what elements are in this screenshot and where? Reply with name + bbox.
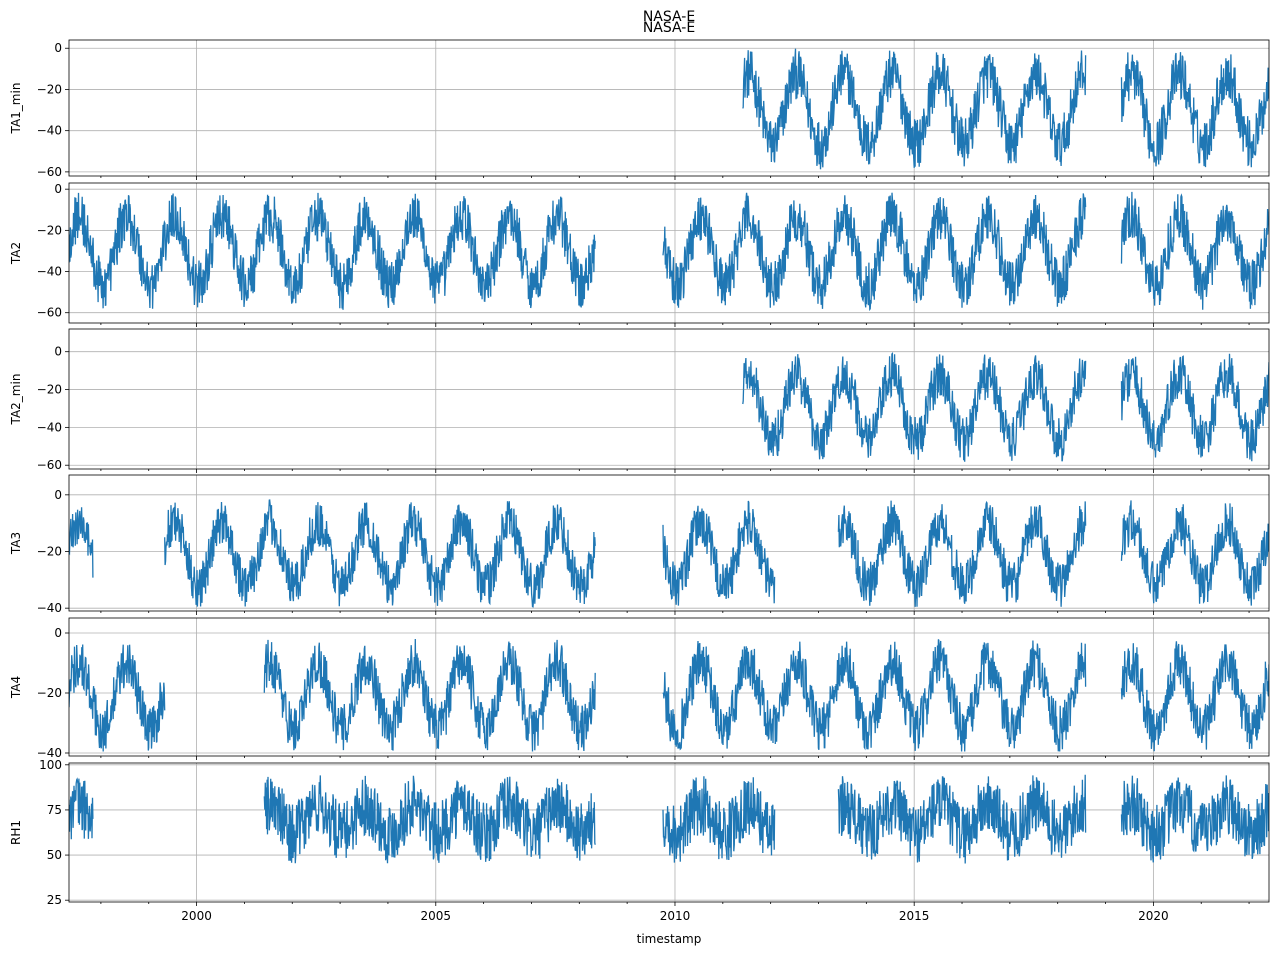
y-tick-label: −20 xyxy=(37,545,62,559)
axes-frame xyxy=(68,762,1270,903)
series-line-ta3 xyxy=(662,500,776,606)
x-tick-label: 2010 xyxy=(660,909,691,923)
y-tick-label: −40 xyxy=(37,265,62,279)
y-axis-label: TA2_min xyxy=(9,374,23,426)
axes-frame xyxy=(68,617,1270,757)
y-tick-label: −40 xyxy=(37,601,62,615)
series-line-rh1 xyxy=(69,777,94,840)
axes-frame xyxy=(68,39,1270,177)
series-line-ta4 xyxy=(69,644,166,752)
y-tick-label: −40 xyxy=(37,746,62,760)
subplot-ta3: 0 −20 −40 TA3 xyxy=(9,474,1270,615)
series-line-ta4 xyxy=(1120,641,1269,752)
series-line-rh1 xyxy=(263,775,596,864)
y-tick-label: −60 xyxy=(37,458,62,472)
x-tick-label: 2015 xyxy=(899,909,930,923)
y-tick-label: 0 xyxy=(54,41,62,55)
series-line-ta2-min xyxy=(1120,353,1269,462)
axes-frame xyxy=(68,182,1270,324)
y-axis-label: RH1 xyxy=(9,820,23,845)
series-line-ta1-min xyxy=(742,48,1087,170)
x-tick-label: 2005 xyxy=(421,909,452,923)
subplot-ta1-min: 0 −20 −40 −60 TA1_min xyxy=(9,39,1270,180)
figure-title: NASA-E xyxy=(643,20,695,36)
series-line-ta2-min xyxy=(742,351,1087,462)
y-tick-label: −40 xyxy=(37,420,62,434)
y-axis-label: TA2 xyxy=(9,242,23,265)
axes-frame xyxy=(68,474,1270,612)
subplot-ta2-min: 0 −20 −40 −60 TA2_min xyxy=(9,328,1270,473)
x-tick-label: 2000 xyxy=(181,909,212,923)
y-tick-label: −40 xyxy=(37,124,62,138)
y-tick-label: −60 xyxy=(37,306,62,320)
y-tick-label: 25 xyxy=(47,893,62,907)
series-line-ta2 xyxy=(69,192,596,310)
y-tick-label: −20 xyxy=(37,82,62,96)
x-axis: 2000 2005 2010 2015 2020 xyxy=(181,909,1168,923)
subplot-rh1: 100 75 50 25 RH1 xyxy=(9,758,1270,907)
series-line-ta4 xyxy=(662,639,1087,752)
series-line-ta3 xyxy=(837,500,1087,607)
y-tick-label: 100 xyxy=(39,758,62,772)
axes-frame xyxy=(68,328,1270,470)
subplot-ta2: 0 −20 −40 −60 TA2 xyxy=(9,182,1270,327)
y-tick-label: 0 xyxy=(54,182,62,196)
y-axis-label: TA4 xyxy=(9,676,23,699)
series-line-ta3 xyxy=(1120,500,1269,606)
series-line-ta3 xyxy=(164,499,596,608)
series-line-ta4 xyxy=(263,638,596,752)
subplot-ta4: 0 −20 −40 TA4 xyxy=(9,617,1270,760)
x-axis-label: timestamp xyxy=(637,932,702,946)
series-line-ta2 xyxy=(662,192,1087,312)
x-tick-label: 2020 xyxy=(1138,909,1169,923)
series-line-rh1 xyxy=(837,774,1087,864)
series-line-ta2 xyxy=(1120,191,1269,310)
y-axis-label: TA3 xyxy=(9,532,23,555)
series-line-ta3 xyxy=(69,507,94,578)
y-tick-label: 0 xyxy=(54,488,62,502)
y-tick-label: 0 xyxy=(54,626,62,640)
y-tick-label: 75 xyxy=(47,803,62,817)
series-line-rh1 xyxy=(662,776,776,863)
figure-suptitle: NASA-E xyxy=(643,9,695,25)
y-tick-label: −20 xyxy=(37,383,62,397)
y-tick-label: 0 xyxy=(54,345,62,359)
series-line-rh1 xyxy=(1120,775,1269,863)
y-tick-label: −60 xyxy=(37,165,62,179)
subplots: 0 −20 −40 −60 TA1_min 0 −20 −40 −60 TA2 0 −20 −40 −60… xyxy=(9,39,1270,907)
y-tick-label: 50 xyxy=(47,848,62,862)
series-line-ta1-min xyxy=(1120,52,1269,168)
y-tick-label: −20 xyxy=(37,686,62,700)
y-axis-label: TA1_min xyxy=(9,83,23,135)
y-tick-label: −20 xyxy=(37,223,62,237)
